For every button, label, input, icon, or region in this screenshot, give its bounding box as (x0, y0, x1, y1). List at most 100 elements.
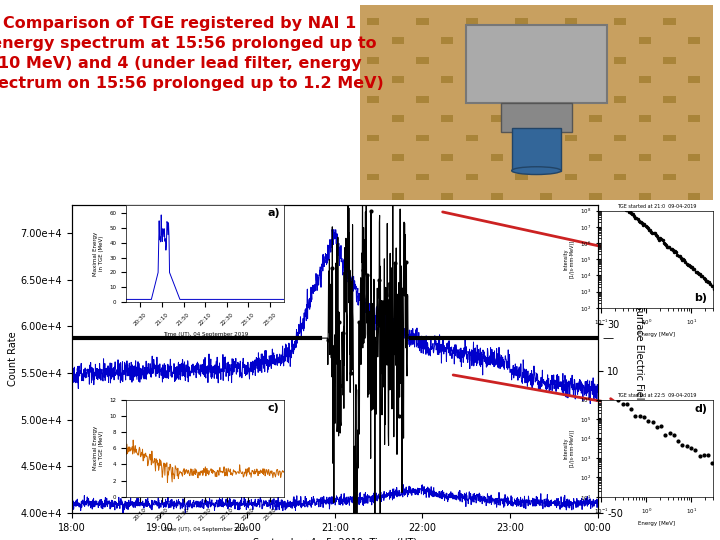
Point (333, 318, 345, 327)
Title: TGE started at 21:0  09-04-2019: TGE started at 21:0 09-04-2019 (617, 204, 697, 209)
X-axis label: Time (UT), 04 September 2019: Time (UT), 04 September 2019 (163, 527, 248, 532)
Bar (540, 193, 552, 200)
Point (361, 271, 373, 279)
Text: c): c) (268, 402, 279, 413)
Bar (441, 37, 454, 44)
Text: d): d) (694, 404, 707, 415)
Y-axis label: Maximal Energy
in TGE (MeV): Maximal Energy in TGE (MeV) (93, 232, 104, 276)
X-axis label: Time (UT), 04 September 2019: Time (UT), 04 September 2019 (163, 333, 248, 338)
Point (373, 275, 384, 284)
Bar (490, 37, 503, 44)
Point (397, 284, 408, 293)
Bar (540, 76, 552, 83)
Point (393, 411, 405, 420)
Bar (416, 57, 429, 64)
Bar (663, 18, 676, 25)
Bar (639, 76, 651, 83)
Bar (392, 37, 404, 44)
Bar (589, 154, 602, 161)
Bar (540, 154, 552, 161)
Bar (466, 96, 478, 103)
X-axis label: Energy [MeV]: Energy [MeV] (639, 333, 675, 338)
Bar (466, 57, 478, 64)
Bar (614, 96, 626, 103)
Title: TGE started at 22:5  09-04-2019: TGE started at 22:5 09-04-2019 (617, 393, 697, 398)
Bar (516, 134, 528, 141)
X-axis label: Energy [MeV]: Energy [MeV] (639, 522, 675, 526)
Bar (614, 57, 626, 64)
Point (401, 258, 413, 266)
Bar (614, 173, 626, 180)
Bar (512, 128, 561, 171)
Text: —: — (603, 333, 614, 343)
Bar (564, 96, 577, 103)
Bar (516, 96, 528, 103)
Bar (540, 37, 552, 44)
Point (377, 298, 389, 306)
Bar (343, 193, 355, 200)
Bar (466, 25, 607, 103)
Bar (589, 37, 602, 44)
Bar (416, 173, 429, 180)
Point (349, 536, 361, 540)
Point (325, 263, 337, 272)
Bar (343, 37, 355, 44)
Point (338, 329, 349, 338)
Bar (490, 154, 503, 161)
Bar (466, 173, 478, 180)
Y-axis label: Intensity
[1/(s·mm·MeV)]: Intensity [1/(s·mm·MeV)] (564, 240, 575, 278)
Bar (343, 76, 355, 83)
Bar (466, 134, 478, 141)
Bar (441, 154, 454, 161)
Bar (392, 76, 404, 83)
Bar (540, 115, 552, 122)
Bar (639, 115, 651, 122)
Bar (688, 76, 701, 83)
Bar (516, 18, 528, 25)
Point (381, 359, 392, 368)
Bar (589, 76, 602, 83)
Bar (392, 115, 404, 122)
Point (385, 322, 397, 331)
Bar (639, 37, 651, 44)
Bar (416, 134, 429, 141)
Ellipse shape (512, 167, 561, 174)
Point (365, 206, 377, 215)
Bar (688, 193, 701, 200)
Bar (367, 18, 379, 25)
Bar (614, 134, 626, 141)
Bar (392, 154, 404, 161)
Bar (589, 193, 602, 200)
Y-axis label: Count Rate: Count Rate (8, 332, 18, 387)
Y-axis label: Maximal Energy
in TGE (MeV): Maximal Energy in TGE (MeV) (93, 426, 104, 470)
Bar (392, 193, 404, 200)
Point (354, 318, 365, 326)
Bar (367, 134, 379, 141)
Bar (663, 57, 676, 64)
Bar (663, 96, 676, 103)
Bar (663, 134, 676, 141)
Text: a): a) (267, 208, 279, 218)
Bar (490, 115, 503, 122)
X-axis label: September 4 - 5, 2019; Time (UT): September 4 - 5, 2019; Time (UT) (253, 538, 417, 540)
Point (389, 259, 400, 267)
Bar (416, 96, 429, 103)
Bar (614, 18, 626, 25)
Y-axis label: Near Surface Electric Field (kV/m): Near Surface Electric Field (kV/m) (634, 277, 644, 441)
Point (369, 521, 381, 529)
Bar (367, 173, 379, 180)
Text: Comparison of TGE registered by NAI 1
(energy spectrum at 15:56 prolonged up to
: Comparison of TGE registered by NAI 1 (e… (0, 16, 383, 91)
Bar (688, 154, 701, 161)
Bar (564, 134, 577, 141)
Bar (516, 57, 528, 64)
Point (341, 257, 353, 266)
Point (357, 266, 369, 275)
Bar (367, 96, 379, 103)
Bar (564, 57, 577, 64)
Bar (441, 76, 454, 83)
Y-axis label: Intensity
[1/(s·mm·MeV)]: Intensity [1/(s·mm·MeV)] (564, 429, 575, 467)
FancyBboxPatch shape (360, 5, 713, 200)
Bar (564, 173, 577, 180)
Bar (490, 76, 503, 83)
Bar (639, 193, 651, 200)
